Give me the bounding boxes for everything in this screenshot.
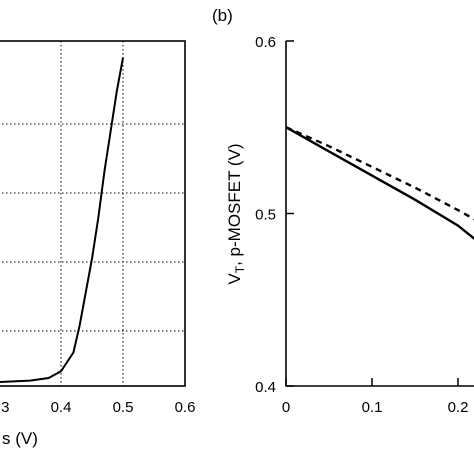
panel-b-y-tick-label: 0.6 — [255, 34, 276, 51]
panel-a-x-tick-label: 0.3 — [0, 399, 9, 416]
panel-a-series-line — [0, 57, 124, 383]
panel-b: (b) 0.4 0.5 0.6 0 0.1 0.2 VT, p-MOSFET (V) — [212, 6, 474, 416]
panel-b-ticks: 0.4 0.5 0.6 0 0.1 0.2 — [255, 34, 468, 416]
ylabel-sub: T — [233, 265, 247, 273]
panel-a: 0.3 0.4 0.5 0.6 s (V) — [0, 40, 195, 448]
panel-a-x-tick-label: 0.6 — [175, 399, 196, 416]
panel-a-tick-labels: 0.3 0.4 0.5 0.6 — [0, 399, 195, 416]
panel-b-y-tick-label: 0.4 — [255, 379, 276, 396]
panel-b-x-tick-label: 0 — [282, 399, 290, 416]
panel-b-series-dashed — [285, 126, 474, 221]
panel-b-x-tick-label: 0.1 — [362, 399, 383, 416]
panel-a-x-tick-label: 0.4 — [51, 399, 72, 416]
panel-b-axes — [285, 41, 474, 387]
panel-b-series-solid — [285, 126, 474, 240]
panel-b-y-tick-label: 0.5 — [255, 207, 276, 224]
panel-a-x-axis-label: s (V) — [2, 429, 38, 448]
panel-a-x-tick-label: 0.5 — [113, 399, 134, 416]
panel-b-x-tick-label: 0.2 — [448, 399, 469, 416]
panel-b-label: (b) — [212, 6, 233, 25]
panel-b-y-axis-label: VT, p-MOSFET (V) — [225, 143, 247, 284]
ylabel-rest: , p-MOSFET (V) — [225, 143, 244, 265]
panel-a-frame — [0, 40, 186, 387]
panel-a-grid — [0, 41, 185, 386]
ylabel-main: V — [225, 273, 244, 285]
